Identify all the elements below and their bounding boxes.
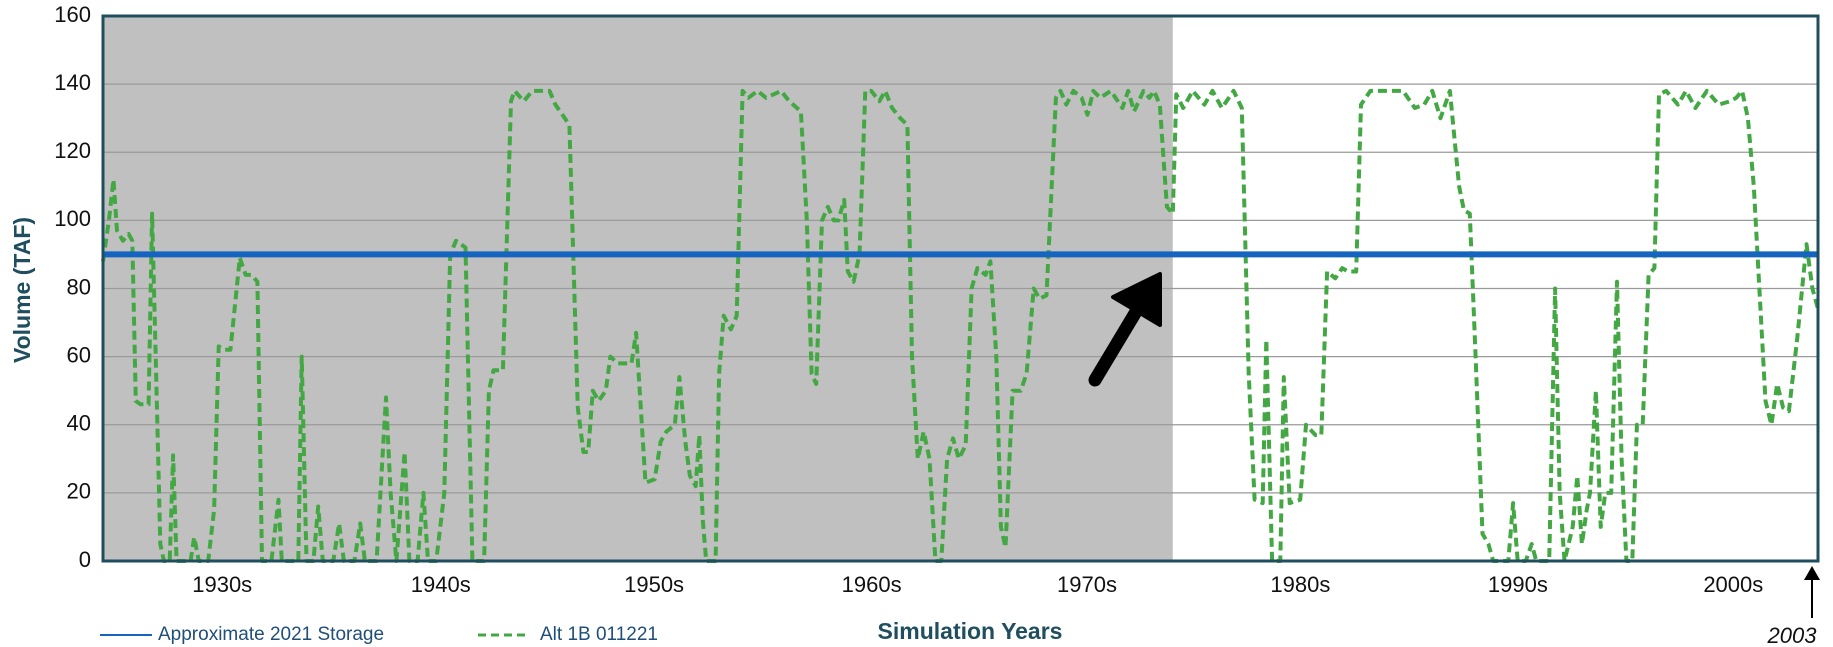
x-tick-label: 1930s — [192, 572, 252, 597]
y-tick-label: 40 — [67, 411, 91, 436]
x-tick-label: 2000s — [1703, 572, 1763, 597]
x-axis-label: Simulation Years — [878, 618, 1063, 644]
y-tick-label: 80 — [67, 274, 91, 299]
x-tick-label: 1950s — [624, 572, 684, 597]
y-tick-label: 160 — [54, 2, 91, 27]
series-line — [101, 88, 1820, 563]
legend-label: Alt 1B 011221 — [540, 624, 658, 645]
callout-arrow — [1088, 272, 1162, 387]
y-tick-label: 100 — [54, 206, 91, 231]
annotation-arrow — [1804, 566, 1820, 618]
y-tick-label: 20 — [67, 479, 91, 504]
x-tick-label: 1960s — [842, 572, 902, 597]
y-axis-label: Volume (TAF) — [9, 217, 35, 363]
y-tick-label: 140 — [54, 70, 91, 95]
x-tick-label: 1990s — [1488, 572, 1548, 597]
y-tick-label: 120 — [54, 138, 91, 163]
x-tick-label: 1980s — [1270, 572, 1330, 597]
x-tick-label: 1970s — [1057, 572, 1117, 597]
legend-label: Approximate 2021 Storage — [158, 624, 384, 645]
y-tick-label: 60 — [67, 342, 91, 367]
annotation: 2003 — [1767, 623, 1818, 647]
plot-border — [101, 14, 1820, 563]
y-tick-label: 0 — [79, 547, 91, 572]
x-tick-label: 1940s — [411, 572, 471, 597]
plot-area: 0 20 40 60 80 100 120 140 160 1930s 1940s 1950s 1960… — [54, 2, 1820, 597]
